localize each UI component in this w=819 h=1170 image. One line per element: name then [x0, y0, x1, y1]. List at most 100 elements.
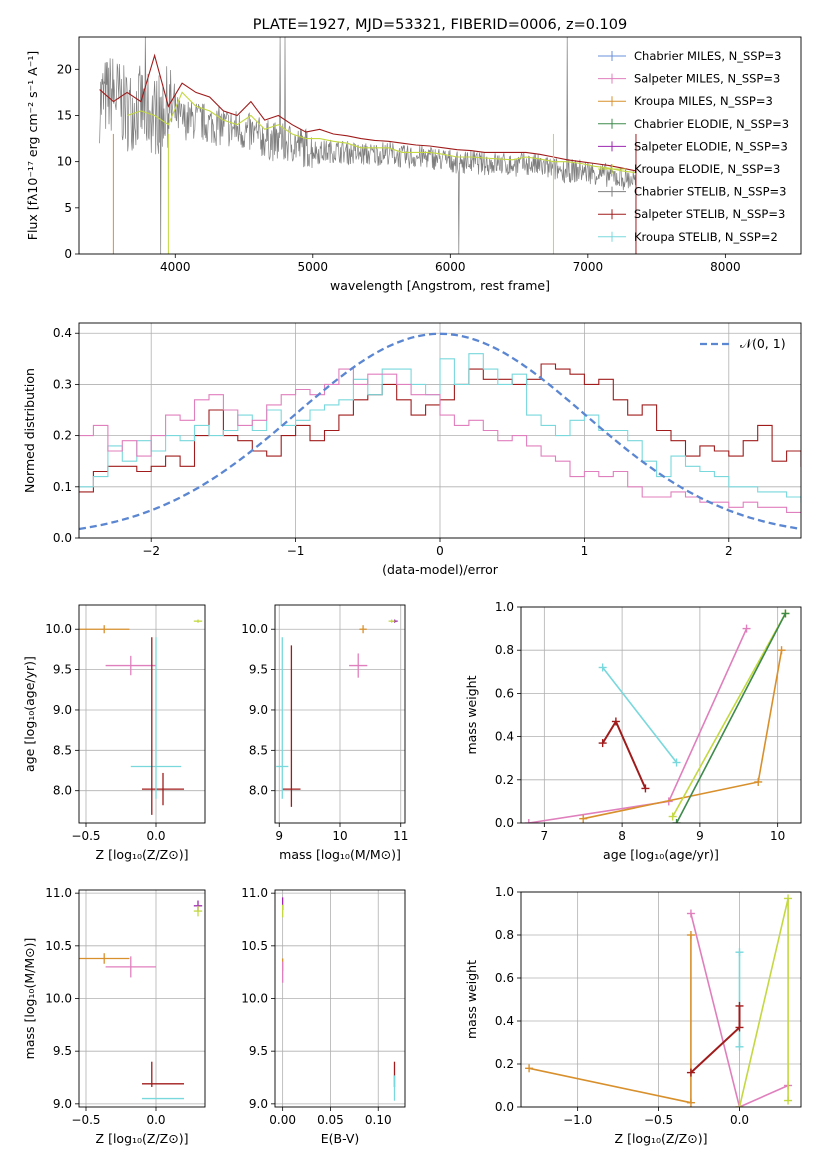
y-tick-label: 10.5	[241, 939, 268, 953]
y-tick-label: 8.0	[249, 784, 268, 798]
model-line-kroupa-elodie	[126, 91, 637, 174]
y-axis-label: Normed distribution	[22, 368, 37, 493]
legend-label: Chabrier MILES, N_SSP=3	[634, 49, 781, 63]
grid-lines	[79, 323, 801, 539]
weight-vs-age-plot-area	[524, 609, 790, 823]
y-tick-label: 10.0	[241, 992, 268, 1006]
observed-spectrum-line	[99, 37, 637, 254]
y-tick-label: 9.0	[249, 703, 268, 717]
grid-lines	[275, 605, 405, 823]
residuals-panel: −2 −1 0 1 2 0.0 0.1 0.2 0.3 0.4 (data-model)/error…	[22, 322, 802, 577]
y-tick-label: 8.5	[249, 743, 268, 757]
x-axis-label: (data-model)/error	[382, 562, 499, 577]
x-axis-label: Z [log₁₀(Z/Z⊙)]	[96, 1131, 189, 1146]
chart-title: PLATE=1927, MJD=53321, FIBERID=0006, z=0…	[253, 17, 627, 33]
axes-frame	[78, 36, 802, 255]
y-tick-label: 20	[57, 62, 72, 76]
weight-line-kroupa_elodie	[738, 898, 789, 1107]
x-tick-label: −0.5	[71, 1113, 100, 1127]
x-tick-label: −2	[142, 544, 160, 558]
x-tick-label: 8000	[710, 260, 741, 274]
x-tick-label: 0.10	[365, 1113, 392, 1127]
y-tick-label: 0.2	[495, 773, 514, 787]
gaussian-curve	[79, 332, 801, 531]
x-tick-label: 7	[541, 829, 549, 843]
axes-frame	[78, 604, 206, 824]
x-tick-label: −1.0	[563, 1113, 592, 1127]
x-tick-label: 0.0	[146, 829, 165, 843]
weight-line-kroupa_elodie	[672, 613, 787, 817]
x-axis-label: Z [log₁₀(Z/Z⊙)]	[96, 847, 189, 862]
spectrum-plot-area	[99, 37, 637, 254]
x-tick-label: −0.5	[71, 829, 100, 843]
x-tick-label: 9	[275, 829, 283, 843]
axes-frame	[520, 606, 802, 824]
age-vs-mass-plot-area	[276, 619, 398, 807]
x-tick-label: 4000	[160, 260, 191, 274]
weight-line-kroupa_stelib	[602, 667, 678, 763]
x-tick-label: 8	[618, 829, 626, 843]
y-tick-label: 9.0	[53, 703, 72, 717]
age-vs-Z-plot-area	[79, 619, 203, 815]
y-tick-label: 5	[64, 201, 72, 215]
legend-label: Chabrier ELODIE, N_SSP=3	[634, 117, 789, 131]
grid-lines	[275, 890, 405, 1107]
legend-label: Kroupa ELODIE, N_SSP=3	[634, 162, 780, 176]
axes-frame	[78, 889, 206, 1108]
mass-vs-Z-plot-area	[79, 900, 203, 1100]
x-tick-label: 0.0	[146, 1113, 165, 1127]
y-tick-label: 9.5	[249, 1044, 268, 1058]
weight-line-salpeter_miles	[528, 628, 748, 823]
mass-vs-Z-panel: −0.5 0.0 9.0 9.5 10.0 10.5 11.0 Z [log₁₀(Z/Z⊙)]…	[22, 886, 206, 1146]
y-tick-label: 10.0	[45, 622, 72, 636]
y-axis-label: mass weight	[464, 675, 479, 754]
legend-label: Salpeter ELODIE, N_SSP=3	[634, 139, 788, 153]
x-tick-label: 0.00	[269, 1113, 296, 1127]
weight-line-chabrier_elodie	[675, 613, 787, 823]
y-tick-label: 0.0	[495, 1100, 514, 1114]
x-tick-label: 0.0	[730, 1113, 749, 1127]
histogram-salpeter_stelib	[79, 363, 801, 493]
legend-label: 𝒩(0, 1)	[740, 336, 786, 351]
y-tick-label: 9.0	[249, 1097, 268, 1111]
weight-line-salpeter_miles	[690, 913, 789, 1107]
y-tick-label: 8.0	[53, 784, 72, 798]
x-axis-label: Z [log₁₀(Z/Z⊙)]	[615, 1131, 708, 1146]
y-tick-label: 15	[57, 108, 72, 122]
y-tick-label: 0.1	[53, 480, 72, 494]
axes-frame	[78, 322, 802, 539]
x-axis-label: E(B-V)	[321, 1131, 360, 1146]
age-vs-Z-panel: −0.5 0.0 8.0 8.5 9.0 9.5 10.0 Z [log₁₀(Z/Z⊙)] ag…	[22, 604, 206, 862]
y-axis-label: mass [log₁₀(M/M⊙)]	[22, 938, 37, 1060]
y-tick-label: 10.0	[45, 992, 72, 1006]
y-tick-label: 0.6	[495, 686, 514, 700]
x-tick-label: 1	[581, 544, 589, 558]
y-tick-label: 0.2	[53, 429, 72, 443]
grid-lines	[79, 890, 205, 1107]
x-axis-label: wavelength [Angstrom, rest frame]	[330, 278, 550, 293]
x-tick-label: 10	[332, 829, 347, 843]
axes-frame	[520, 891, 802, 1108]
weight-vs-age-panel: 7 8 9 10 0.0 0.2 0.4 0.6 0.8 1.0 age [log₁₀(age/yr…	[464, 600, 802, 862]
y-tick-label: 1.0	[495, 885, 514, 899]
weight-vs-Z-panel: −1.0 −0.5 0.0 0.0 0.2 0.4 0.6 0.8 1.0 Z [log₁₀(Z/…	[464, 885, 802, 1146]
y-tick-label: 8.5	[53, 743, 72, 757]
x-tick-label: 5000	[298, 260, 329, 274]
weight-line-kroupa_miles	[528, 935, 692, 1104]
y-tick-label: 0	[64, 247, 72, 261]
y-tick-label: 11.0	[45, 886, 72, 900]
residuals-plot-area	[79, 332, 801, 531]
x-tick-label: −1	[287, 544, 305, 558]
y-tick-label: 0.4	[495, 1014, 514, 1028]
x-tick-label: 11	[393, 829, 408, 843]
y-tick-label: 11.0	[241, 886, 268, 900]
legend-label: Kroupa STELIB, N_SSP=2	[634, 230, 778, 244]
mass-vs-ebv-panel: 0.00 0.05 0.10 9.0 9.5 10.0 10.5 11.0 E(B-V)	[241, 886, 406, 1146]
legend-label: Chabrier STELIB, N_SSP=3	[634, 185, 786, 199]
axes-frame	[274, 604, 406, 824]
y-tick-label: 9.5	[53, 1044, 72, 1058]
grid-lines	[521, 606, 801, 824]
weight-vs-Z-plot-area	[525, 894, 793, 1107]
legend-label: Salpeter MILES, N_SSP=3	[634, 72, 780, 86]
